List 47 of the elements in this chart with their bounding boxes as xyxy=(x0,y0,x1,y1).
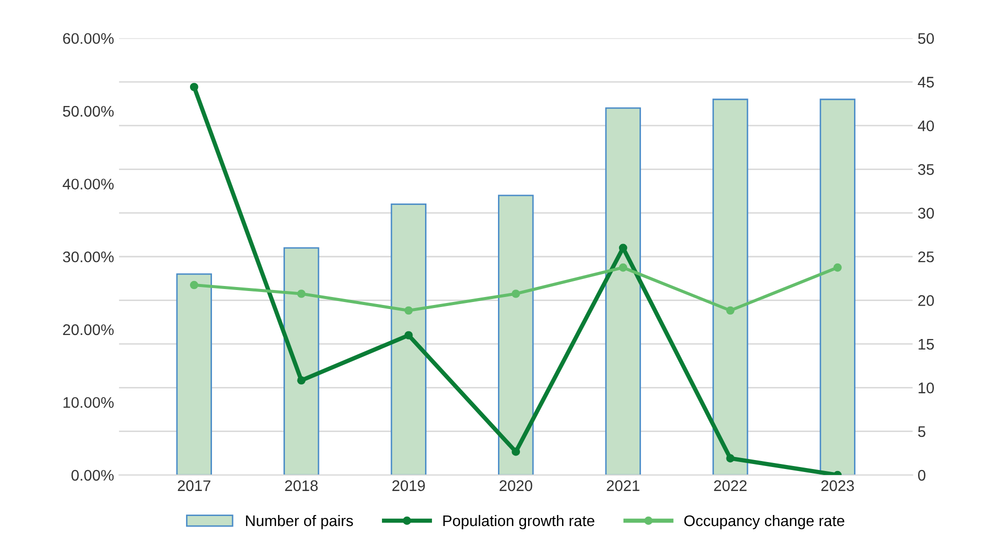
legend-label: Population growth rate xyxy=(443,514,594,530)
x-tick-label: 2023 xyxy=(821,480,854,492)
y2-tick-label: 20 xyxy=(918,295,934,306)
bar xyxy=(498,194,534,476)
bar xyxy=(284,247,320,476)
point xyxy=(726,454,734,462)
point xyxy=(297,376,306,385)
point xyxy=(404,331,413,340)
y2-tick-label: 30 xyxy=(918,208,934,219)
x-tick-label: 2019 xyxy=(392,480,425,492)
bar xyxy=(176,273,212,476)
y-tick-label: 50.00% xyxy=(62,106,114,117)
y-tick-label: 20.00% xyxy=(63,324,114,336)
y-tick-label: 0.00% xyxy=(71,470,114,481)
y2-tick-label: 0 xyxy=(918,470,926,481)
y-tick-label: 60.00% xyxy=(63,33,114,44)
x-tick-label: 2021 xyxy=(606,480,640,492)
x-tick-label: 2022 xyxy=(714,480,747,492)
y2-tick-label: 45 xyxy=(918,76,934,88)
point xyxy=(190,280,198,290)
y-tick-label: 40.00% xyxy=(62,178,114,190)
bar xyxy=(712,98,748,476)
x-tick-label: 2017 xyxy=(178,480,210,492)
y2-tick-label: 50 xyxy=(918,33,934,44)
y2-tick-label: 15 xyxy=(918,339,934,350)
bar xyxy=(390,204,426,476)
point xyxy=(190,82,198,92)
y2-tick-label: 40 xyxy=(918,120,934,132)
point xyxy=(833,263,842,272)
y-tick-label: 10.00% xyxy=(64,397,114,408)
legend-label: Occupancy change rate xyxy=(684,514,844,530)
x-tick-label: 2018 xyxy=(285,480,318,492)
point xyxy=(726,306,734,315)
point xyxy=(512,290,520,298)
bar xyxy=(605,107,641,476)
y2-tick-label: 5 xyxy=(918,426,926,438)
y-tick-label: 30.00% xyxy=(62,251,114,262)
point xyxy=(618,263,628,272)
y2-tick-label: 35 xyxy=(918,164,934,175)
y2-tick-label: 25 xyxy=(918,251,934,262)
legend-label: Number of pairs xyxy=(246,514,353,530)
x-tick-label: 2020 xyxy=(500,480,532,492)
point xyxy=(297,290,306,298)
point xyxy=(512,448,520,456)
bar xyxy=(820,98,856,476)
point xyxy=(404,306,413,315)
y2-tick-label: 10 xyxy=(918,382,934,394)
